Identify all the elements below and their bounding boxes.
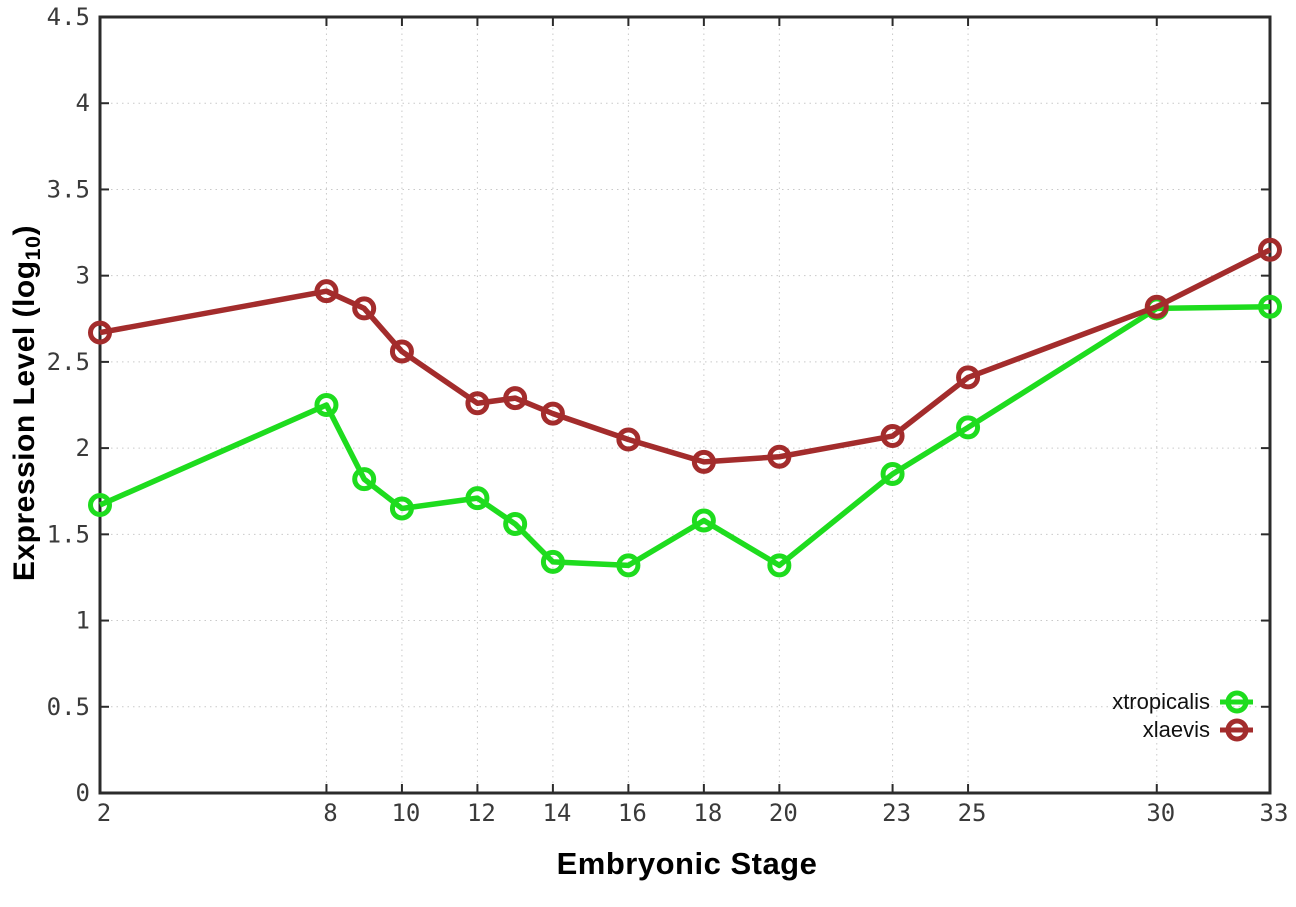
x-tick-label: 30 [1146,799,1175,827]
xtropicalis-point [956,415,981,440]
xlaevis-point [465,391,490,416]
x-tick-label: 33 [1260,799,1289,827]
xlaevis-point [503,386,528,411]
x-axis-title: Embryonic Stage [556,846,818,881]
tick-marks [99,16,1271,794]
xtropicalis-point [88,493,112,518]
xtropicalis-point [352,467,377,492]
xtropicalis-point [880,461,905,486]
series-xtropicalis [88,294,1282,578]
y-tick-label: 0.5 [47,693,90,721]
y-tick-label: 1.5 [47,520,90,548]
legend: xtropicalis xlaevis [1112,688,1253,744]
y-axis-title: Expression Level (log10) [8,225,46,581]
xtropicalis-point [691,508,716,533]
xlaevis-point [767,444,792,469]
xtropicalis-point [389,496,414,521]
x-tick-label: 2 [97,799,111,827]
xlaevis-point [352,296,377,321]
plot-border [98,15,1272,795]
xlaevis-point [880,424,905,449]
xtropicalis-point [767,553,792,578]
xlaevis-point [88,320,112,345]
xtropicalis-point [616,553,641,578]
xtropicalis-point [540,549,565,574]
x-tick-label: 8 [323,799,337,827]
legend-item-xlaevis: xlaevis [1112,716,1253,744]
y-axis-title-text: Expression Level (log [7,260,41,582]
y-tick-label: 3 [76,262,90,290]
x-tick-label: 20 [769,799,798,827]
xlaevis-point [389,339,414,364]
y-axis-title-subscript: 10 [20,235,46,261]
xlaevis-point [314,279,339,304]
xtropicalis-point [503,511,528,536]
y-tick-label: 0 [76,779,90,807]
xlaevis-point [1258,237,1282,262]
legend-label-xlaevis: xlaevis [1142,717,1210,742]
xlaevis-marker-icon [1220,716,1253,744]
xlaevis-point [540,401,565,426]
x-tick-label: 14 [542,799,571,827]
series-xlaevis [88,237,1282,474]
x-tick-label: 23 [882,799,911,827]
xlaevis-point [691,449,716,474]
xlaevis-point [1144,294,1169,319]
x-tick-label: 10 [391,799,420,827]
y-tick-label: 2.5 [47,348,90,376]
gridlines [99,16,1271,794]
x-tick-label: 16 [618,799,647,827]
legend-label-xtropicalis: xtropicalis [1112,689,1210,714]
xtropicalis-point [465,486,490,511]
y-axis-title-suffix: ) [7,224,41,236]
xlaevis-point [956,365,981,390]
xtropicalis-point [1258,294,1282,319]
legend-item-xtropicalis: xtropicalis [1112,688,1253,716]
y-tick-labels: 0 0.5 1 1.5 2 2.5 3 3.5 4 4.5 [47,3,90,807]
y-tick-label: 4.5 [47,3,90,31]
y-tick-label: 4 [76,89,90,117]
x-tick-label: 12 [467,799,496,827]
y-tick-label: 3.5 [47,175,90,203]
x-tick-labels: 2 8 10 12 14 16 18 20 23 25 30 33 [97,799,1289,827]
x-tick-label: 18 [693,799,722,827]
xlaevis-point [616,427,641,452]
y-tick-label: 1 [76,607,90,635]
y-tick-label: 2 [76,434,90,462]
xtropicalis-marker-icon [1220,688,1253,716]
xtropicalis-line [98,303,1271,569]
x-tick-label: 25 [958,799,987,827]
xtropicalis-point [314,393,339,417]
